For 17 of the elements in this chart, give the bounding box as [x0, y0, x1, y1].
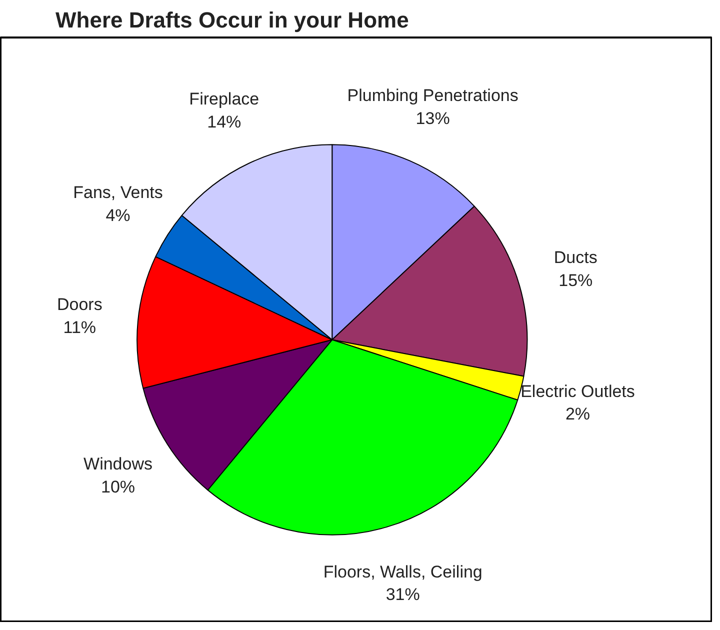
slice-label: Ducts — [554, 248, 598, 268]
slice-label: Floors, Walls, Ceiling — [323, 562, 482, 582]
slice-label: Fans, Vents — [73, 183, 163, 202]
data-label: 4% — [106, 206, 130, 225]
data-label: 15% — [558, 270, 593, 290]
data-label: 11% — [63, 318, 96, 337]
slice-label: Windows — [84, 454, 152, 474]
slice-label: Fireplace — [189, 89, 260, 108]
data-label: 2% — [565, 404, 590, 424]
data-label: 31% — [386, 585, 420, 604]
slice-label: Electric Outlets — [520, 382, 635, 401]
data-label: 13% — [416, 109, 450, 128]
slice-label: Doors — [56, 294, 102, 314]
slice-label: Plumbing Penetrations — [347, 86, 518, 106]
chart-title: Where Drafts Occur in your Home — [56, 8, 409, 32]
data-label: 14% — [207, 112, 242, 132]
data-label: 10% — [100, 477, 136, 496]
